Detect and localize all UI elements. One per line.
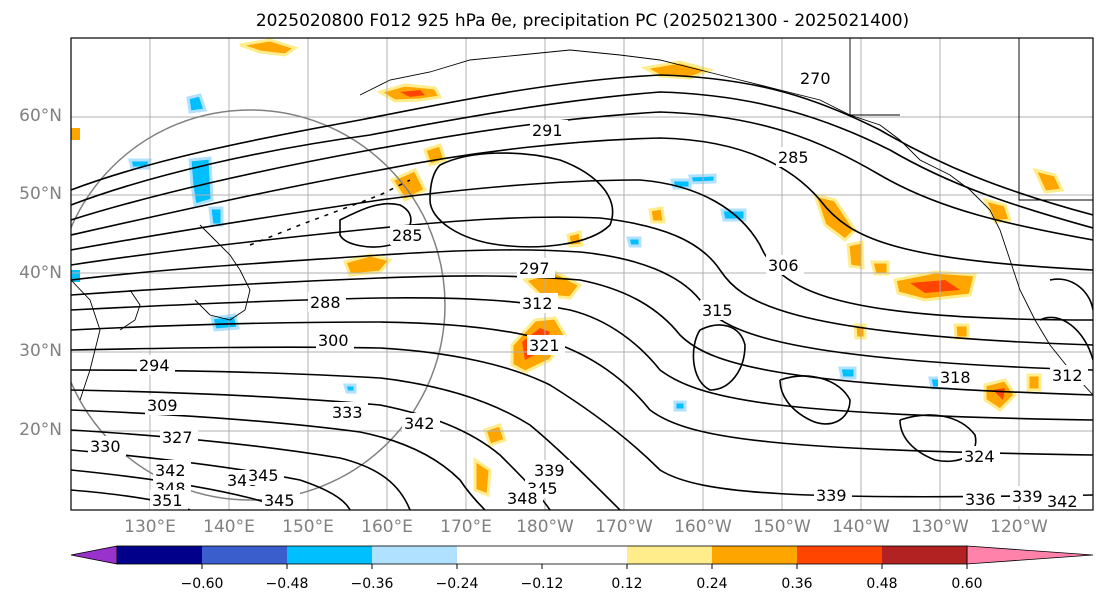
lon-label: 170°W <box>595 517 653 537</box>
colorbar-tick-label: −0.60 <box>180 576 224 592</box>
colorbar-segment <box>202 546 287 564</box>
reference-circle <box>71 109 446 501</box>
lon-label: 130°W <box>911 517 969 537</box>
contour-label: 285 <box>778 148 809 167</box>
contour-label: 342 <box>155 461 186 480</box>
lon-label: 160°E <box>361 517 413 537</box>
colorbar-tick-label: 0.36 <box>781 576 813 592</box>
lat-label: 60°N <box>19 106 62 126</box>
contour-label: 339 <box>816 486 847 505</box>
lon-label: 150°W <box>753 517 811 537</box>
lon-label: 120°W <box>990 517 1048 537</box>
contour-label: 288 <box>310 293 341 312</box>
colorbar-tick-label: 0.60 <box>951 576 983 592</box>
colorbar-segment <box>627 546 712 564</box>
contour-label: 270 <box>800 69 831 88</box>
colorbar-segment <box>542 546 627 564</box>
contour-label: 309 <box>147 396 178 415</box>
contour-label: 339 <box>1012 487 1043 506</box>
colorbar <box>70 545 1094 569</box>
colorbar-tick-label: −0.48 <box>265 576 309 592</box>
colorbar-segment <box>287 546 372 564</box>
lat-label: 20°N <box>19 420 62 440</box>
lat-label: 30°N <box>19 341 62 361</box>
contour-label: 336 <box>965 490 996 509</box>
colorbar-segment <box>457 546 542 564</box>
contour-label: 339 <box>534 461 565 480</box>
colorbar-segment <box>882 546 967 564</box>
lat-label: 40°N <box>19 263 62 283</box>
contour-label: 312 <box>1052 366 1083 385</box>
contour-label: 342 <box>1047 492 1078 511</box>
contour-label: 333 <box>332 403 363 422</box>
colorbar-tick-label: 0.48 <box>866 576 898 592</box>
map-title: 2025020800 F012 925 hPa θe, precipitatio… <box>255 11 910 31</box>
contour-label: 297 <box>519 259 550 278</box>
contour-label: 348 <box>507 489 538 508</box>
lon-label: 150°E <box>282 517 334 537</box>
colorbar-segment <box>797 546 882 564</box>
lon-label: 140°E <box>203 517 255 537</box>
lon-label: 140°W <box>832 517 890 537</box>
contour-label: 327 <box>162 428 193 447</box>
contour-label: 345 <box>264 491 295 510</box>
contour-label: 342 <box>404 414 435 433</box>
contour-label: 285 <box>392 226 423 245</box>
colorbar-segment <box>372 546 457 564</box>
contour-label: 312 <box>522 294 553 313</box>
contour-label: 300 <box>318 331 349 350</box>
colorbar-extend-left <box>70 545 118 565</box>
contour-label: 294 <box>139 356 170 375</box>
dashed-track <box>249 179 411 246</box>
colorbar-tick-label: −0.12 <box>520 576 564 592</box>
contour-label: 330 <box>90 437 121 456</box>
contour-labels: 270 291 285 285 297 288 312 315 306 300 … <box>88 68 1088 511</box>
contour-label: 306 <box>768 256 799 275</box>
contour-label: 321 <box>529 336 560 355</box>
colorbar-extend-right <box>966 545 1094 565</box>
lon-label: 130°E <box>124 517 176 537</box>
lat-label: 50°N <box>19 184 62 204</box>
contour-label: 291 <box>532 121 563 140</box>
colorbar-tick-label: 0.24 <box>696 576 728 592</box>
map-frame <box>70 37 1094 511</box>
colorbar-segment <box>117 546 202 564</box>
colorbar-segment <box>712 546 797 564</box>
contour-label: 315 <box>702 301 733 320</box>
colorbar-tick-label: 0.12 <box>611 576 643 592</box>
lon-label: 160°W <box>674 517 732 537</box>
contour-label: 324 <box>964 447 995 466</box>
lon-label: 180°W <box>516 517 574 537</box>
lon-label: 170°E <box>440 517 492 537</box>
contour-label: 351 <box>152 491 183 510</box>
contour-label: 318 <box>940 368 971 387</box>
colorbar-tick-label: −0.36 <box>350 576 394 592</box>
contour-label: 345 <box>248 466 279 485</box>
colorbar-tick-label: −0.24 <box>435 576 479 592</box>
